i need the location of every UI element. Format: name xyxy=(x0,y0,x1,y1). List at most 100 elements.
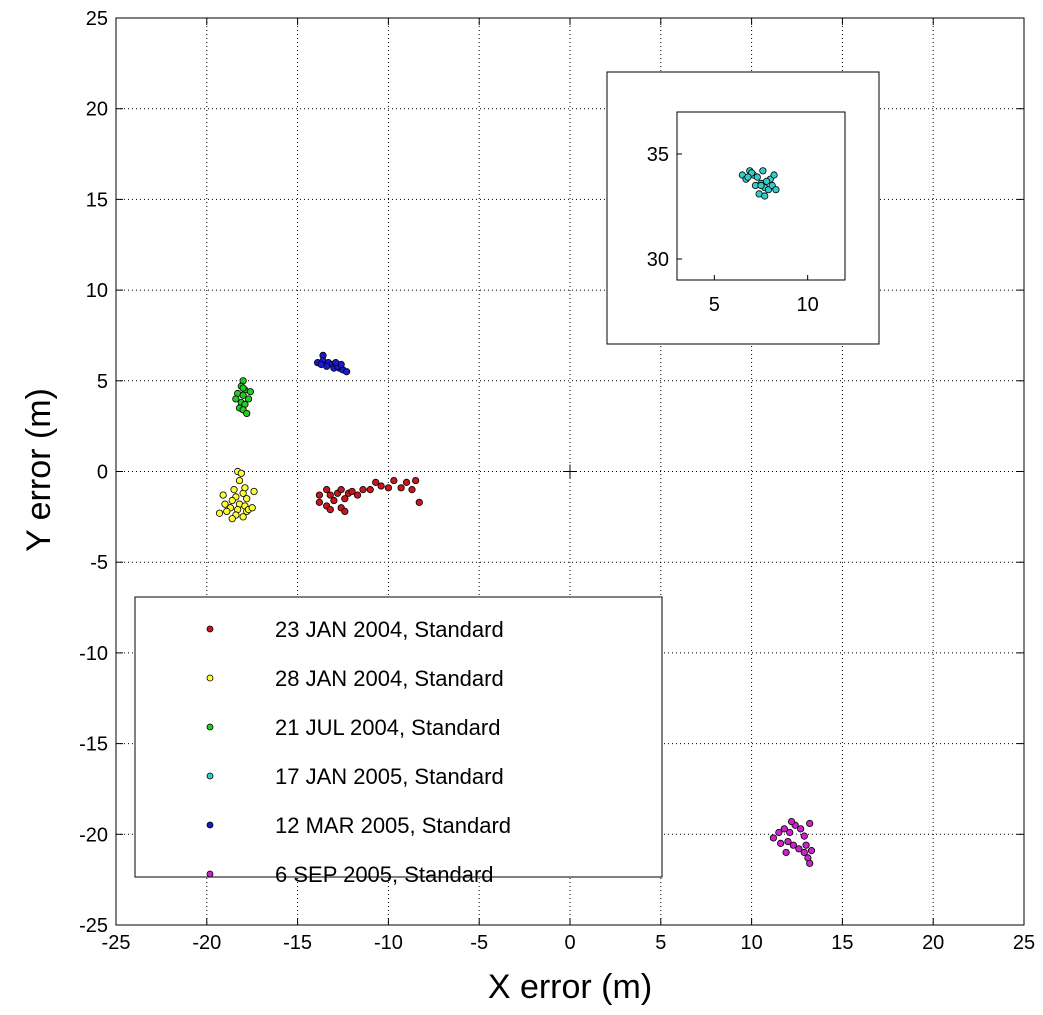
data-point xyxy=(384,484,392,492)
x-tick-label: -25 xyxy=(102,932,131,954)
x-tick-label: 5 xyxy=(655,932,666,954)
data-points xyxy=(215,351,816,867)
data-point xyxy=(239,384,247,392)
data-point xyxy=(215,509,224,517)
data-point xyxy=(243,495,251,503)
data-point xyxy=(219,491,227,499)
inset-data-point xyxy=(759,167,767,175)
y-tick-label: -20 xyxy=(79,824,108,846)
data-point xyxy=(228,496,236,505)
legend-label: 23 JAN 2004, Standard xyxy=(275,617,504,642)
inset-data-point xyxy=(762,177,771,185)
data-point xyxy=(250,487,258,496)
y-tick-label: 25 xyxy=(86,8,108,30)
data-point xyxy=(326,491,334,499)
inset-data-point xyxy=(753,173,761,181)
data-point xyxy=(372,478,380,486)
data-point xyxy=(795,845,803,853)
data-point xyxy=(800,848,808,857)
data-point xyxy=(775,828,783,837)
x-axis-label: X error (m) xyxy=(488,968,652,1006)
data-point xyxy=(235,476,244,485)
x-tick-label: 10 xyxy=(740,932,762,954)
y-tick-label: 10 xyxy=(86,280,108,302)
y-tick-label: 15 xyxy=(86,189,108,211)
legend-label: 21 JUL 2004, Standard xyxy=(275,715,500,740)
x-tick-label: -20 xyxy=(192,932,221,954)
data-point xyxy=(228,515,236,523)
inset-ticks: 5 10 35 30 xyxy=(647,144,819,316)
data-point xyxy=(239,513,247,521)
data-point xyxy=(353,491,362,499)
data-point xyxy=(330,496,338,505)
data-point xyxy=(786,828,794,837)
x-tick-label: -15 xyxy=(283,932,312,954)
tick-labels: -25 -20 -15 -10 -5 0 5 10 15 20 25 25 20 15 10 5 0 -5 -10 -… xyxy=(79,8,1035,954)
data-point xyxy=(412,476,420,485)
data-point xyxy=(248,504,256,512)
data-point xyxy=(244,395,253,403)
data-point xyxy=(332,359,340,367)
inset-data-point xyxy=(744,173,752,181)
inset-x-tick-label: 5 xyxy=(709,294,720,316)
legend-box xyxy=(134,596,663,878)
data-point xyxy=(243,409,251,418)
data-point xyxy=(807,847,816,855)
data-point xyxy=(402,478,411,486)
data-point xyxy=(377,482,385,490)
inset-x-tick-label: 10 xyxy=(797,294,819,316)
x-tick-label: -10 xyxy=(374,932,403,954)
data-point xyxy=(806,859,814,867)
inset-y-tick-label: 35 xyxy=(647,144,669,166)
legend-label: 12 MAR 2005, Standard xyxy=(275,813,511,838)
inset-data-point xyxy=(761,192,769,200)
plot-frame xyxy=(115,17,1025,926)
y-tick-label: -25 xyxy=(79,915,108,937)
data-point xyxy=(789,841,797,849)
legend-marker xyxy=(206,723,214,731)
data-point xyxy=(797,825,805,833)
inset-data-points xyxy=(738,167,780,200)
legend-marker xyxy=(206,674,214,682)
data-point xyxy=(221,500,229,508)
axis-ticks xyxy=(115,17,1025,926)
data-point xyxy=(802,841,810,849)
inset-y-tick-label: 30 xyxy=(647,249,669,271)
legend-marker xyxy=(206,772,214,780)
data-point xyxy=(800,832,808,840)
data-point xyxy=(323,486,331,494)
origin-marker xyxy=(563,464,577,479)
legend-label: 6 SEP 2005, Standard xyxy=(275,862,494,887)
data-point xyxy=(239,391,247,399)
inset-data-point xyxy=(757,181,765,190)
data-point xyxy=(341,507,349,516)
data-point xyxy=(237,469,245,477)
x-tick-label: 20 xyxy=(922,932,944,954)
y-tick-label: -5 xyxy=(90,552,108,574)
inset-data-point xyxy=(770,171,778,179)
data-point xyxy=(223,507,231,516)
data-point xyxy=(315,498,323,506)
x-tick-label: -5 xyxy=(470,932,488,954)
data-point xyxy=(769,834,777,842)
y-tick-label: -15 xyxy=(79,734,108,756)
data-point xyxy=(777,839,785,847)
legend-marker xyxy=(206,821,214,829)
legend: 23 JAN 2004, Standard 28 JAN 2004, Standa… xyxy=(206,617,511,887)
legend-marker xyxy=(206,625,214,633)
data-point xyxy=(326,505,334,514)
data-point xyxy=(782,848,790,857)
data-point xyxy=(343,368,351,376)
data-point xyxy=(348,487,356,496)
data-point xyxy=(315,491,323,499)
y-axis-label: Y error (m) xyxy=(20,388,58,552)
data-point xyxy=(784,837,792,846)
y-tick-label: 20 xyxy=(86,99,108,121)
data-point xyxy=(246,388,254,396)
data-point xyxy=(787,818,796,826)
data-point xyxy=(230,486,238,494)
y-tick-label: 0 xyxy=(97,462,108,484)
x-tick-label: 25 xyxy=(1013,932,1035,954)
legend-label: 28 JAN 2004, Standard xyxy=(275,666,504,691)
